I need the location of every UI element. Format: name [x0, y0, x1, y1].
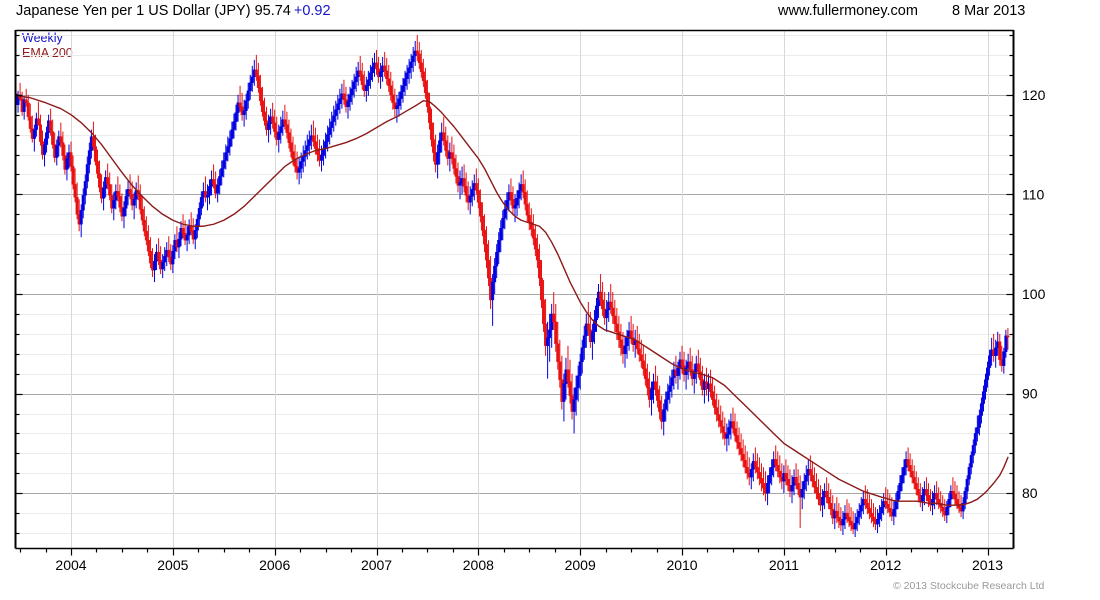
page-title: Japanese Yen per 1 US Dollar (JPY) 95.74	[16, 3, 291, 19]
grid-minor-horizontal	[15, 35, 1013, 534]
grid-major-horizontal	[15, 95, 1013, 494]
x-axis-tick-label: 2004	[55, 557, 86, 573]
y-axis-tick-label: 120	[1022, 87, 1046, 103]
ema200-line	[15, 95, 1009, 506]
legend-series-weekly: Weekly	[22, 31, 63, 45]
x-axis-tick-label: 2012	[870, 557, 901, 573]
chart-date: 8 Mar 2013	[952, 3, 1026, 19]
y-axis-ticks	[15, 34, 1014, 535]
y-axis-tick-label: 80	[1022, 485, 1038, 501]
candlestick-series	[14, 34, 1010, 538]
y-axis-tick-label: 110	[1022, 186, 1045, 202]
y-axis-labels: 80 90 100 110 120	[1022, 87, 1046, 501]
y-axis-tick-label: 100	[1022, 286, 1046, 302]
x-axis-tick-label: 2013	[972, 557, 1003, 573]
axis-frame	[14, 29, 1015, 550]
chart-title: Japanese Yen per 1 US Dollar (JPY) 95.74…	[16, 0, 331, 22]
x-axis-tick-label: 2011	[769, 557, 799, 573]
x-axis-tick-label: 2007	[361, 557, 392, 573]
x-axis-tick-label: 2005	[157, 557, 188, 573]
x-axis-tick-label: 2010	[666, 557, 697, 573]
x-axis-labels: 2004 2005 2006 2007 2008 2009 2010 2011 2012 2013	[55, 557, 1003, 573]
grid-major-vertical	[71, 30, 989, 548]
x-axis-tick-label: 2009	[565, 557, 596, 573]
site-url: www.fullermoney.com	[778, 3, 918, 19]
y-axis-tick-label: 90	[1022, 386, 1038, 402]
x-axis-tick-label: 2008	[463, 557, 494, 573]
copyright-notice: © 2013 Stockcube Research Ltd	[893, 580, 1045, 592]
legend-series-ema200: EMA 200	[22, 46, 73, 60]
x-axis-tick-label: 2006	[259, 557, 290, 573]
x-axis-ticks	[19, 548, 990, 556]
price-change: +0.92	[293, 3, 331, 19]
